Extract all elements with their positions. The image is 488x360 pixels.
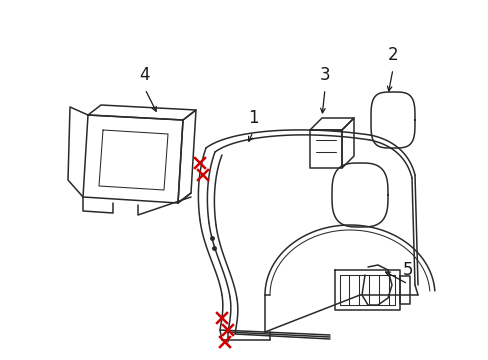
Text: 5: 5 — [402, 261, 412, 279]
Text: 3: 3 — [319, 66, 329, 84]
Text: 2: 2 — [387, 46, 398, 64]
Text: 1: 1 — [247, 109, 258, 127]
Text: 4: 4 — [140, 66, 150, 84]
